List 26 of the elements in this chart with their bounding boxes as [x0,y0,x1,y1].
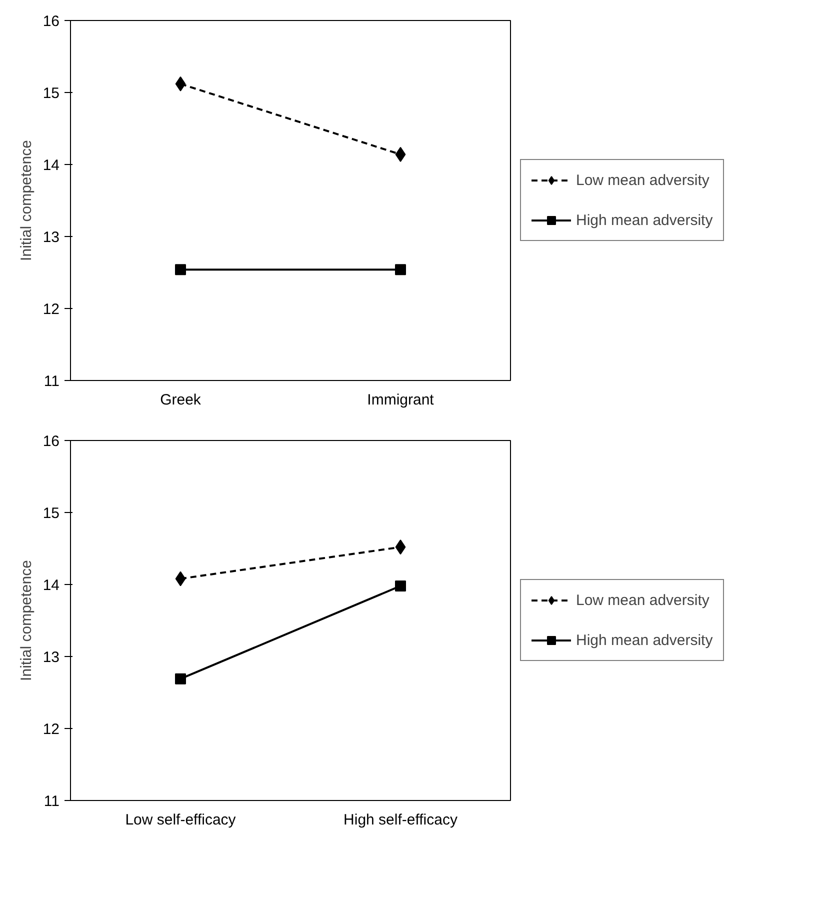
y-tick-label: 13 [42,649,60,666]
x-tick-label: Low self-efficacy [125,812,236,828]
x-tick-label: High self-efficacy [344,812,458,828]
y-axis-title: Initial competence [18,140,35,261]
legend-label: Low mean adversity [576,172,710,188]
y-tick-label: 16 [42,433,60,450]
point [175,264,186,276]
y-tick-label: 16 [42,13,60,30]
legend-label: Low mean adversity [576,592,710,608]
point [395,264,406,276]
y-tick-label: 14 [42,577,60,594]
legend-label: High mean adversity [576,632,713,648]
point [175,673,186,684]
y-tick-label: 12 [42,721,60,738]
legend-label: High mean adversity [576,212,713,228]
y-tick-label: 11 [44,373,60,390]
y-tick-label: 15 [42,85,60,102]
point [395,580,406,592]
x-tick-label: Immigrant [367,392,435,408]
y-axis-title: Initial competence [18,560,35,681]
y-tick-label: 14 [42,157,60,174]
x-tick-label: Greek [160,392,202,408]
y-tick-label: 13 [42,229,60,246]
y-tick-label: 12 [42,301,60,318]
y-tick-label: 11 [44,793,60,810]
y-tick-label: 15 [42,505,60,522]
